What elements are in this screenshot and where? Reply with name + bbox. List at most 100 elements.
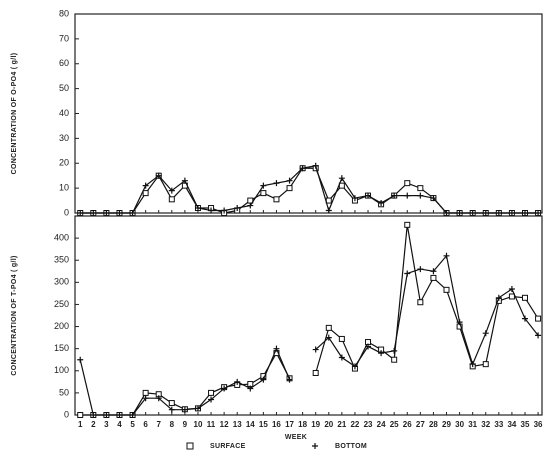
x-tick-label: 10 (194, 420, 203, 429)
surface-marker (338, 335, 345, 342)
bottom-marker (129, 412, 136, 418)
bottom-marker (521, 210, 528, 216)
bottom-marker (338, 175, 345, 182)
y-axis-label: CONCENTRATION OF O-PO4 ( g/l) (11, 53, 18, 175)
x-tick-label: 6 (143, 420, 148, 429)
surface-marker (417, 185, 424, 192)
legend-marker (186, 442, 194, 450)
bottom-marker (194, 205, 201, 212)
bottom-marker (456, 319, 463, 326)
bottom-marker (90, 412, 97, 418)
surface-marker (391, 356, 398, 363)
bottom-marker (378, 350, 385, 357)
bottom-marker (181, 177, 188, 184)
y-tick-label: 20 (59, 158, 69, 168)
y-tick-label: 200 (54, 321, 69, 331)
bottom-marker (417, 266, 424, 273)
surface-marker (482, 361, 489, 368)
surface-marker (325, 324, 332, 331)
bottom-marker (430, 268, 437, 275)
bottom-marker (469, 361, 476, 368)
surface-marker (430, 274, 437, 281)
x-tick-label: 8 (170, 420, 175, 429)
legend-label: SURFACE (210, 443, 246, 450)
bottom-marker (247, 202, 254, 209)
x-tick-label: 16 (272, 420, 281, 429)
series-line (80, 224, 539, 416)
surface-marker (508, 293, 515, 300)
surface-marker (260, 190, 267, 197)
bottom-marker (338, 354, 345, 361)
x-tick-label: 35 (521, 420, 530, 429)
bottom-marker (155, 395, 162, 402)
bottom-marker (221, 385, 228, 392)
bottom-marker (508, 210, 515, 216)
surface-marker (521, 294, 528, 301)
legend-marker (312, 443, 318, 449)
y-tick-label: 0 (64, 409, 69, 419)
bottom-marker (535, 210, 542, 216)
bottom-marker (234, 378, 241, 385)
x-tick-label: 22 (350, 420, 359, 429)
bottom-marker (247, 385, 254, 392)
bottom-marker (142, 182, 149, 189)
bottom-marker (404, 270, 411, 277)
y-tick-label: 60 (59, 58, 69, 68)
bottom-marker (391, 192, 398, 199)
bottom-marker (430, 195, 437, 202)
bottom-marker (208, 207, 215, 214)
bottom-marker (103, 210, 110, 216)
series-line (80, 167, 539, 214)
bottom-marker (521, 315, 528, 322)
bottom-marker (469, 210, 476, 216)
bottom-marker (77, 210, 84, 216)
surface-marker (535, 315, 542, 322)
y-tick-label: 350 (54, 255, 69, 265)
x-tick-label: 18 (298, 420, 307, 429)
y-tick-label: 70 (59, 33, 69, 43)
surface-marker (142, 389, 149, 396)
x-tick-label: 14 (246, 420, 255, 429)
x-tick-label: 24 (377, 420, 386, 429)
bottom-marker (365, 343, 372, 350)
x-tick-label: 20 (324, 420, 333, 429)
surface-marker (404, 180, 411, 187)
x-tick-label: 21 (337, 420, 346, 429)
bottom-marker (456, 210, 463, 216)
bottom-marker (325, 334, 332, 341)
bottom-marker (77, 356, 84, 363)
x-tick-label: 5 (130, 420, 135, 429)
bottom-marker (495, 294, 502, 301)
x-tick-label: 36 (534, 420, 543, 429)
y-tick-label: 150 (54, 343, 69, 353)
bottom-marker (234, 205, 241, 212)
bottom-marker (142, 395, 149, 402)
surface-marker (404, 221, 411, 228)
surface-marker (417, 299, 424, 306)
x-tick-label: 19 (311, 420, 320, 429)
surface-marker (325, 197, 332, 204)
bottom-marker (299, 165, 306, 172)
bottom-marker (495, 210, 502, 216)
series-line (79, 254, 539, 416)
x-tick-label: 3 (104, 420, 109, 429)
bottom-marker (129, 210, 136, 216)
y-tick-label: 50 (59, 83, 69, 93)
surface-marker (208, 389, 215, 396)
x-tick-label: 9 (183, 420, 188, 429)
x-tick-label: 4 (117, 420, 122, 429)
bottom-marker (482, 210, 489, 216)
x-tick-label: 17 (285, 420, 294, 429)
bottom-marker (286, 376, 293, 383)
legend-label: BOTTOM (335, 443, 367, 450)
bottom-marker (168, 187, 175, 194)
surface-marker (312, 369, 319, 376)
surface-marker (77, 412, 84, 418)
bottom-marker (116, 210, 123, 216)
y-tick-label: 10 (59, 183, 69, 193)
bottom-marker (194, 405, 201, 412)
y-tick-label: 400 (54, 232, 69, 242)
y-tick-label: 30 (59, 133, 69, 143)
bottom-marker (417, 192, 424, 199)
